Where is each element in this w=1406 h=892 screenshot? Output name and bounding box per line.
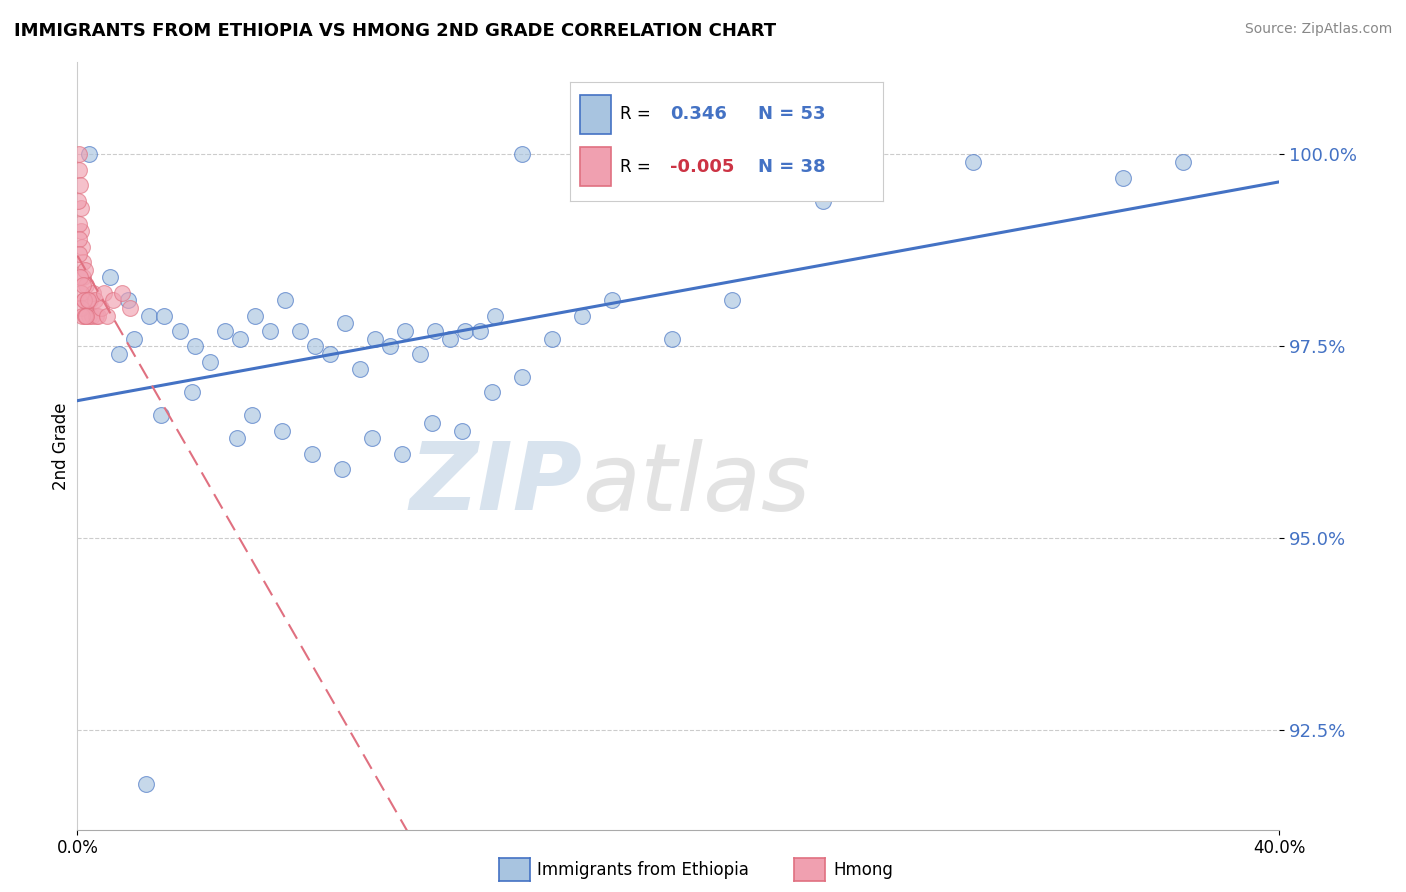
Point	[319, 347, 342, 361]
Point	[541, 332, 564, 346]
Point	[420, 416, 443, 430]
Point	[111, 285, 134, 300]
Point	[270, 424, 292, 438]
Point	[304, 339, 326, 353]
Point	[333, 316, 356, 330]
Point	[83, 293, 105, 308]
Y-axis label: 2nd Grade: 2nd Grade	[52, 402, 70, 490]
Point	[409, 347, 432, 361]
Point	[67, 194, 90, 208]
Point	[124, 332, 146, 346]
Point	[423, 324, 446, 338]
Point	[101, 293, 124, 308]
Point	[360, 431, 382, 445]
Point	[661, 332, 683, 346]
Point	[240, 409, 263, 423]
Point	[69, 178, 91, 193]
Point	[214, 324, 236, 338]
Point	[84, 309, 107, 323]
Point	[67, 162, 90, 177]
Point	[76, 293, 98, 308]
Point	[1112, 170, 1135, 185]
Point	[481, 385, 503, 400]
Point	[72, 277, 94, 292]
Point	[259, 324, 281, 338]
Point	[108, 347, 131, 361]
Point	[349, 362, 371, 376]
Point	[510, 370, 533, 384]
Point	[439, 332, 461, 346]
Point	[82, 285, 104, 300]
Point	[75, 309, 97, 323]
Point	[962, 155, 984, 169]
Point	[70, 309, 93, 323]
Point	[73, 293, 96, 308]
Point	[72, 255, 94, 269]
Point	[391, 447, 413, 461]
Point	[153, 309, 176, 323]
Point	[70, 239, 93, 253]
Point	[69, 285, 91, 300]
Point	[75, 277, 97, 292]
Point	[118, 301, 141, 315]
Point	[510, 147, 533, 161]
Point	[67, 217, 90, 231]
Point	[80, 309, 103, 323]
Point	[150, 409, 173, 423]
Text: Hmong: Hmong	[834, 861, 894, 879]
Point	[77, 309, 100, 323]
Point	[77, 293, 100, 308]
Point	[571, 309, 593, 323]
Point	[72, 270, 94, 285]
Point	[454, 324, 477, 338]
Point	[79, 293, 101, 308]
Point	[117, 293, 139, 308]
Point	[67, 147, 90, 161]
Text: IMMIGRANTS FROM ETHIOPIA VS HMONG 2ND GRADE CORRELATION CHART: IMMIGRANTS FROM ETHIOPIA VS HMONG 2ND GR…	[14, 22, 776, 40]
Point	[228, 332, 250, 346]
Point	[100, 270, 122, 285]
Point	[67, 232, 90, 246]
Point	[87, 309, 110, 323]
Point	[198, 354, 221, 368]
Text: Immigrants from Ethiopia: Immigrants from Ethiopia	[537, 861, 749, 879]
Point	[1173, 155, 1195, 169]
Point	[70, 301, 93, 315]
Point	[93, 285, 115, 300]
Point	[721, 293, 744, 308]
Point	[394, 324, 416, 338]
Point	[364, 332, 387, 346]
Point	[169, 324, 191, 338]
Point	[378, 339, 401, 353]
Point	[75, 262, 97, 277]
Point	[75, 309, 97, 323]
Point	[70, 224, 93, 238]
Point	[90, 301, 112, 315]
Point	[288, 324, 311, 338]
Point	[79, 147, 101, 161]
Point	[138, 309, 160, 323]
Point	[484, 309, 506, 323]
Point	[468, 324, 491, 338]
Point	[180, 385, 202, 400]
Point	[69, 270, 91, 285]
Point	[330, 462, 353, 476]
Text: Source: ZipAtlas.com: Source: ZipAtlas.com	[1244, 22, 1392, 37]
Point	[225, 431, 247, 445]
Point	[600, 293, 623, 308]
Point	[811, 194, 834, 208]
Point	[96, 309, 118, 323]
Point	[183, 339, 205, 353]
Point	[301, 447, 323, 461]
Point	[135, 776, 157, 790]
Point	[67, 247, 90, 261]
Text: atlas: atlas	[582, 439, 810, 530]
Point	[273, 293, 295, 308]
Point	[69, 201, 91, 215]
Point	[451, 424, 474, 438]
Point	[243, 309, 266, 323]
Text: ZIP: ZIP	[409, 438, 582, 531]
Point	[73, 293, 96, 308]
